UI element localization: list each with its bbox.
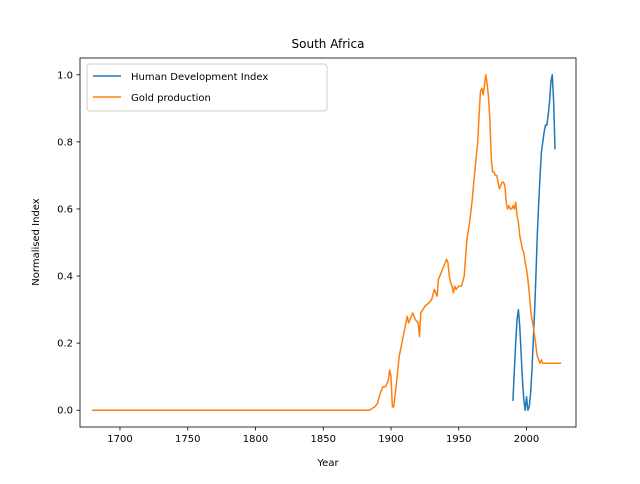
- series-line-1: [92, 74, 562, 411]
- y-tick-label: 0.6: [57, 204, 73, 215]
- y-axis-label: Normalised Index: [31, 198, 42, 285]
- legend-label-0: Human Development Index: [131, 72, 268, 83]
- y-tick-label: 0.8: [57, 137, 73, 148]
- legend-label-1: Gold production: [131, 93, 211, 104]
- legend-box: [86, 63, 328, 112]
- x-tick-label: 1900: [378, 434, 403, 445]
- x-tick-label: 2000: [514, 434, 539, 445]
- y-tick-label: 0.4: [57, 272, 73, 283]
- x-axis-ticks: 1700 1750 1800 1850 1900 1950 2000: [107, 427, 539, 445]
- chart-title: South Africa: [292, 37, 365, 51]
- x-tick-label: 1800: [243, 434, 268, 445]
- x-tick-label: 1950: [446, 434, 471, 445]
- y-tick-label: 0.0: [57, 406, 73, 417]
- series-line-0: [512, 74, 556, 411]
- x-tick-label: 1750: [175, 434, 200, 445]
- y-tick-label: 0.2: [57, 339, 73, 350]
- x-axis-label: Year: [316, 458, 339, 469]
- x-tick-label: 1700: [107, 434, 132, 445]
- y-tick-label: 1.0: [57, 70, 73, 81]
- x-tick-label: 1850: [311, 434, 336, 445]
- plot-area-frame: [79, 57, 577, 428]
- plot-lines: [92, 74, 562, 411]
- y-axis-ticks: 0.0 0.2 0.4 0.6 0.8 1.0: [57, 70, 80, 417]
- legend: Human Development Index Gold production: [86, 63, 328, 112]
